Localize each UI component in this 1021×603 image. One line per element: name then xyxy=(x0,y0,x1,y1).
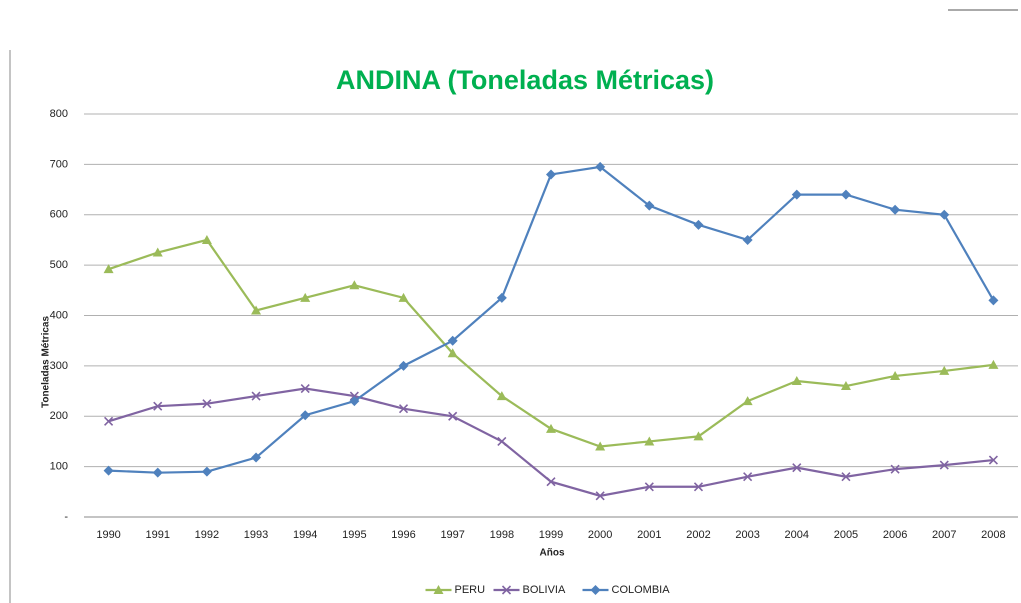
marker xyxy=(546,169,556,180)
x-tick-label: 2003 xyxy=(735,529,759,541)
marker xyxy=(496,391,507,401)
x-tick-label: 2004 xyxy=(785,529,809,541)
marker xyxy=(300,292,311,302)
marker xyxy=(939,365,950,375)
marker xyxy=(840,381,851,391)
marker xyxy=(251,452,262,463)
marker xyxy=(840,189,851,200)
marker xyxy=(546,423,556,433)
marker xyxy=(447,335,458,346)
marker xyxy=(693,431,704,441)
marker xyxy=(447,348,458,358)
marker xyxy=(251,305,262,315)
marker xyxy=(890,204,901,215)
marker xyxy=(595,161,606,172)
marker xyxy=(644,436,655,446)
y-tick-label: 600 xyxy=(50,209,68,221)
y-tick-label: 800 xyxy=(50,108,68,120)
marker xyxy=(742,234,753,245)
marker xyxy=(693,219,704,230)
marker xyxy=(939,460,949,470)
marker xyxy=(742,396,753,406)
x-tick-label: 1997 xyxy=(440,529,464,541)
marker xyxy=(890,464,900,474)
marker xyxy=(546,477,556,487)
marker xyxy=(595,491,605,501)
marker xyxy=(693,482,704,492)
legend-marker xyxy=(501,585,512,595)
marker xyxy=(841,472,851,482)
marker xyxy=(251,391,261,401)
marker xyxy=(202,399,212,409)
marker xyxy=(791,189,802,200)
y-axis-title: Toneladas Métricas xyxy=(41,316,52,409)
marker xyxy=(988,455,998,465)
marker xyxy=(448,411,458,421)
marker xyxy=(988,295,999,306)
x-tick-label: 2006 xyxy=(883,529,907,541)
legend-label: PERU xyxy=(455,584,486,596)
x-tick-label: 1996 xyxy=(391,529,415,541)
marker xyxy=(103,264,114,274)
x-tick-label: 2000 xyxy=(588,529,612,541)
marker xyxy=(644,200,655,211)
marker xyxy=(890,370,901,380)
x-tick-label: 2008 xyxy=(981,529,1005,541)
chart-title: ANDINA (Toneladas Métricas) xyxy=(336,65,714,95)
marker xyxy=(398,404,409,414)
y-tick-label: - xyxy=(64,511,68,523)
x-tick-label: 1991 xyxy=(145,529,169,541)
marker xyxy=(398,360,409,371)
y-tick-label: 200 xyxy=(50,410,68,422)
marker xyxy=(988,359,999,369)
marker xyxy=(300,410,311,421)
marker xyxy=(496,292,507,303)
legend-marker xyxy=(433,585,444,594)
legend-marker xyxy=(590,585,601,595)
marker xyxy=(201,234,212,244)
x-axis-title: Años xyxy=(540,548,565,559)
marker xyxy=(104,416,114,426)
marker xyxy=(152,247,163,257)
x-tick-label: 1994 xyxy=(293,529,317,541)
y-tick-label: 300 xyxy=(50,360,68,372)
marker xyxy=(595,441,606,451)
marker xyxy=(398,292,409,302)
marker xyxy=(939,209,950,220)
marker xyxy=(152,467,163,478)
y-tick-label: 500 xyxy=(50,259,68,271)
y-tick-label: 700 xyxy=(50,158,68,170)
marker xyxy=(153,401,163,411)
marker xyxy=(349,396,360,407)
marker xyxy=(300,383,310,394)
marker xyxy=(201,466,212,477)
marker xyxy=(349,280,360,290)
series-line xyxy=(108,238,994,448)
marker xyxy=(644,482,654,492)
x-tick-label: 1990 xyxy=(96,529,120,541)
x-tick-label: 1995 xyxy=(342,529,366,541)
x-tick-label: 1992 xyxy=(195,529,219,541)
x-tick-label: 2007 xyxy=(932,529,956,541)
marker xyxy=(743,472,753,482)
x-tick-label: 2001 xyxy=(637,529,661,541)
marker xyxy=(497,436,507,447)
y-tick-label: 400 xyxy=(50,309,68,321)
marker xyxy=(792,463,802,473)
legend-label: COLOMBIA xyxy=(612,584,671,596)
series-line xyxy=(108,387,994,497)
legend-label: BOLIVIA xyxy=(523,584,566,596)
x-tick-label: 2002 xyxy=(686,529,710,541)
y-tick-label: 100 xyxy=(50,461,68,473)
x-tick-label: 1999 xyxy=(539,529,563,541)
marker xyxy=(103,465,114,476)
marker xyxy=(791,375,802,385)
x-tick-label: 1993 xyxy=(244,529,268,541)
x-tick-label: 2005 xyxy=(834,529,858,541)
x-tick-label: 1998 xyxy=(490,529,514,541)
